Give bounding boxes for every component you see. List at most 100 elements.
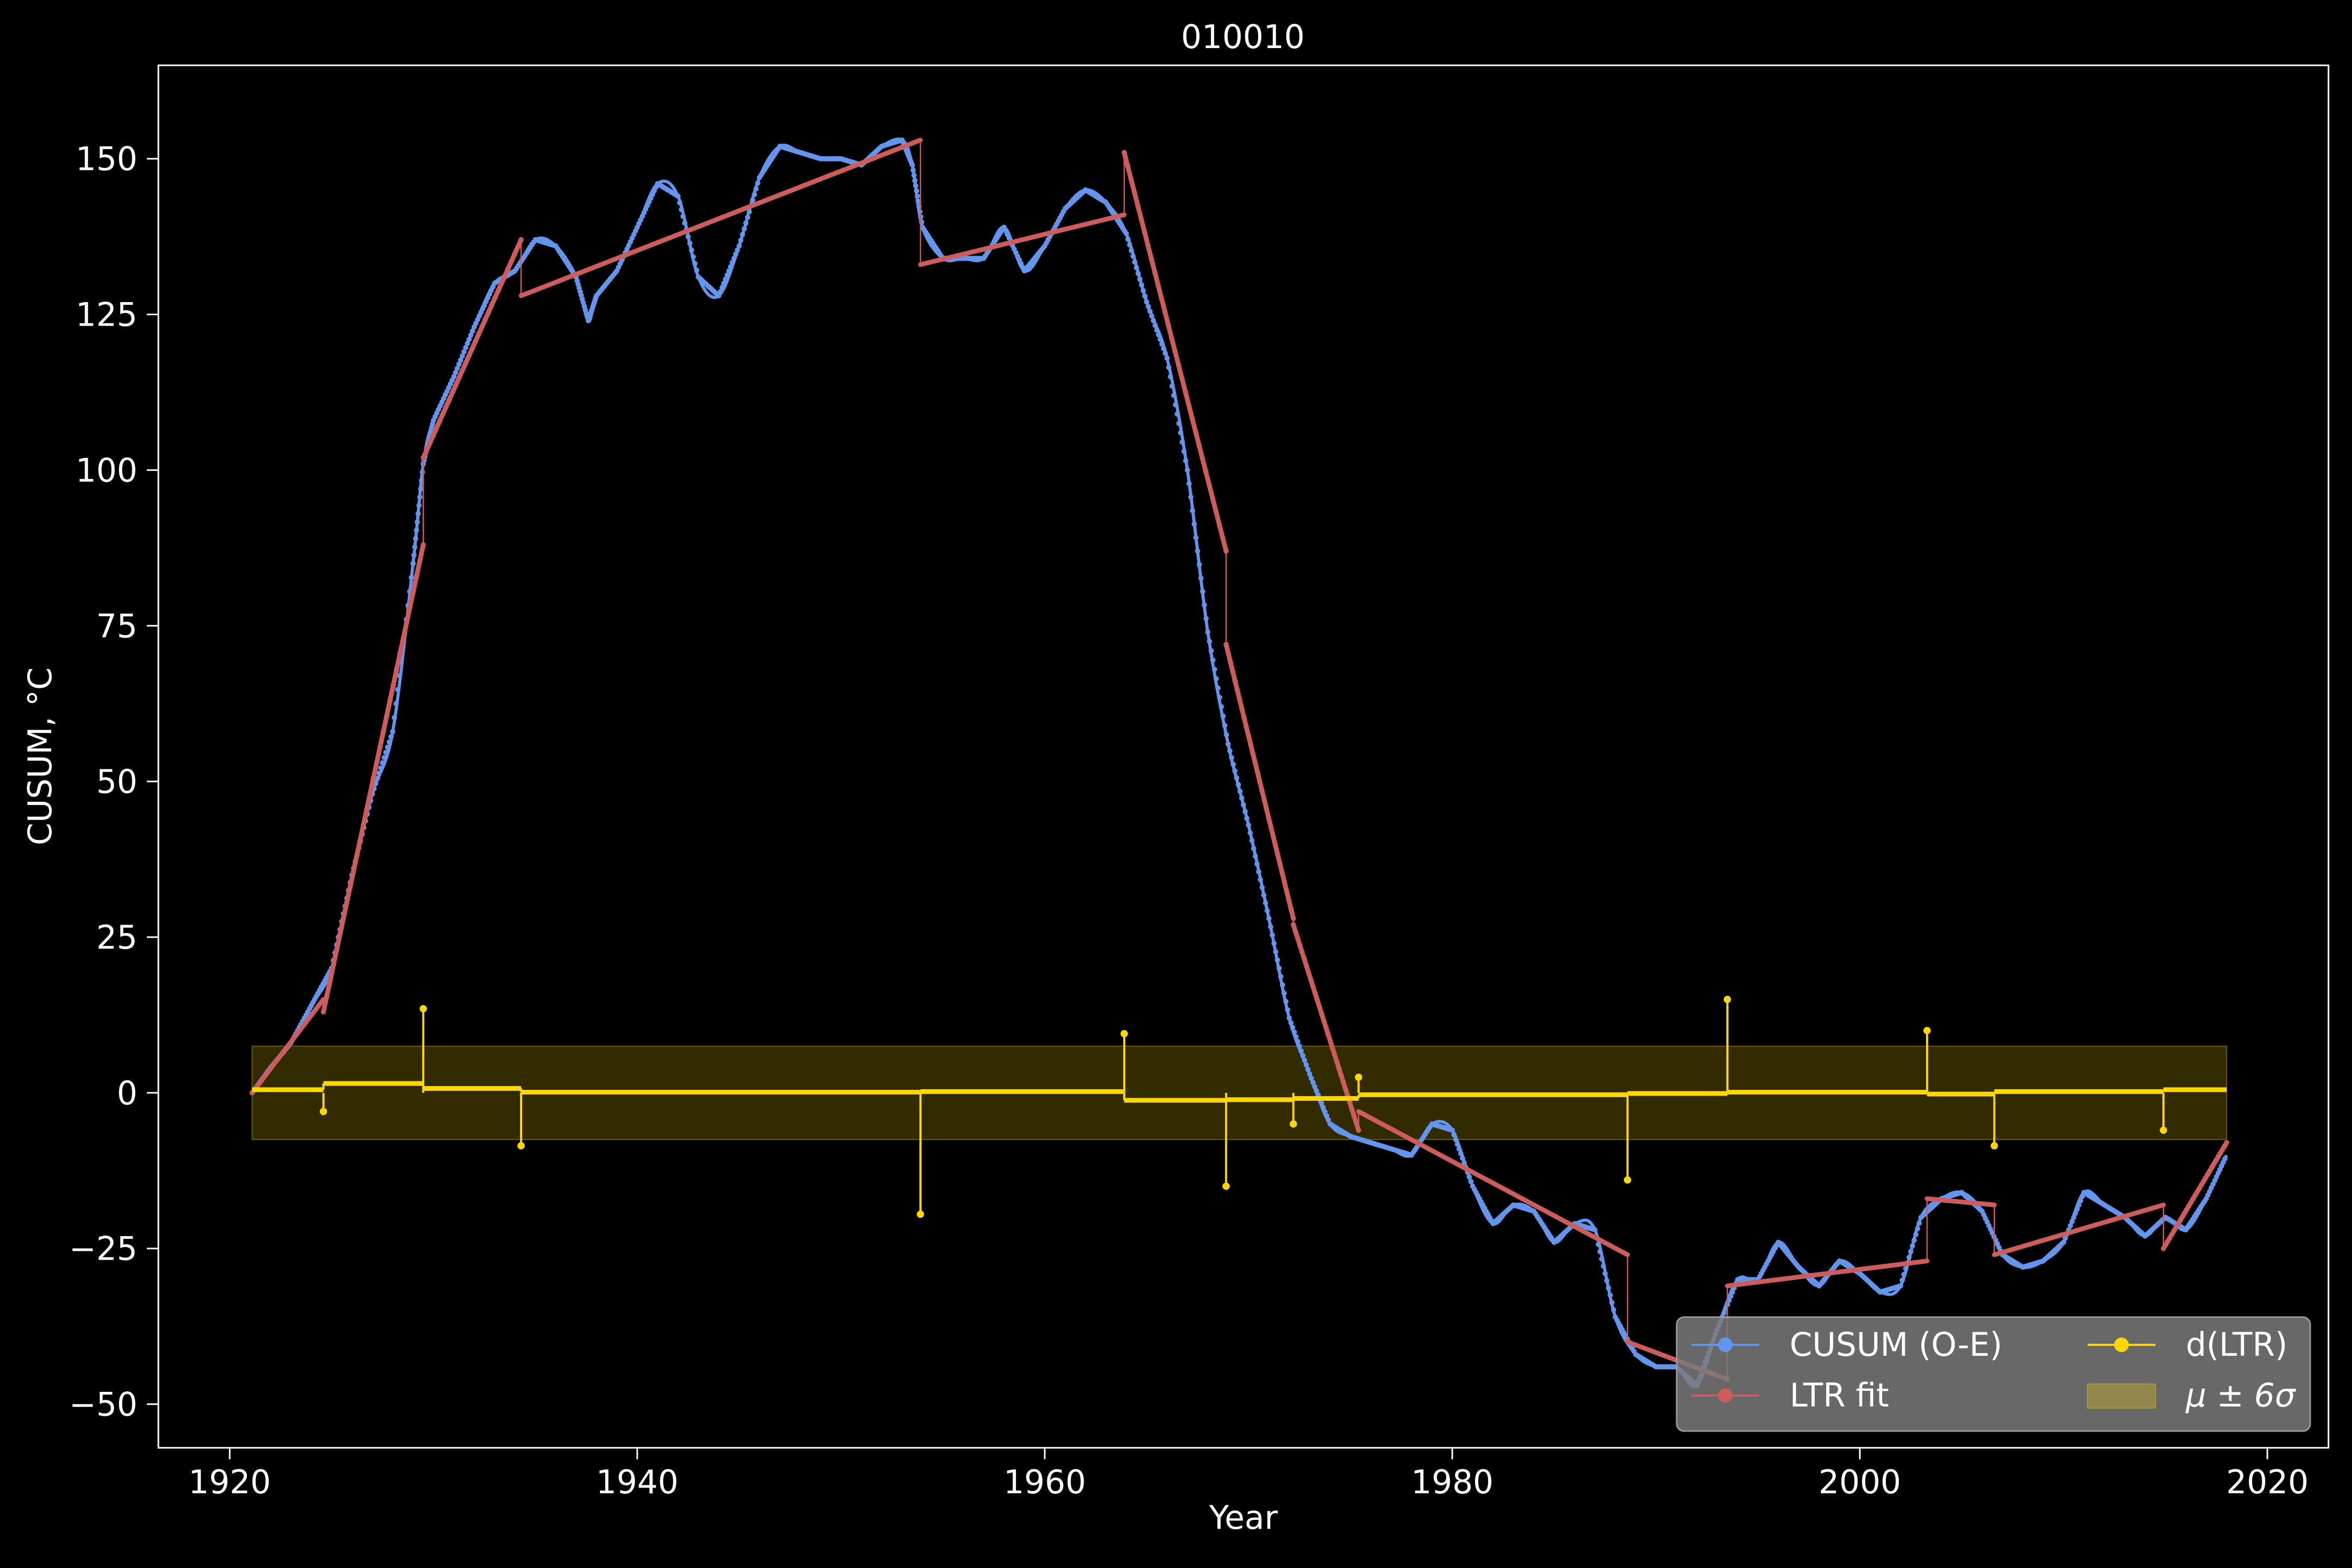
cusum-point <box>1273 949 1278 954</box>
d-ltr-spike-point <box>1355 1074 1363 1081</box>
cusum-point <box>461 349 467 355</box>
ltr-fit-point <box>1172 349 1178 355</box>
cusum-point <box>1308 1076 1314 1081</box>
ltr-fit-point <box>1268 824 1274 830</box>
d-ltr-spike-point <box>1723 996 1731 1004</box>
ltr-fit-point <box>1343 1086 1348 1092</box>
cusum-point <box>1730 1289 1735 1295</box>
ltr-fit-point <box>1254 769 1260 775</box>
ltr-fit-point <box>509 259 514 264</box>
y-tick-label: 125 <box>76 296 137 334</box>
cusum-point <box>741 226 747 232</box>
cusum-point <box>719 284 725 290</box>
ltr-fit-point <box>1252 760 1258 766</box>
ltr-fit-point <box>1264 806 1270 812</box>
cusum-point <box>687 240 693 246</box>
legend-entry-d-ltr: d(LTR) <box>2088 1325 2288 1364</box>
cusum-point <box>1205 629 1210 635</box>
cusum-point <box>388 734 394 740</box>
cusum-point <box>734 247 740 253</box>
ltr-fit-point <box>1182 389 1188 395</box>
cusum-point <box>721 281 727 286</box>
y-tick-label: −50 <box>69 1386 137 1424</box>
ltr-fit-point <box>1304 963 1309 969</box>
ltr-fit-point <box>1295 936 1300 941</box>
cusum-point <box>378 765 384 771</box>
cusum-point <box>1906 1254 1912 1260</box>
cusum-point <box>1242 809 1248 814</box>
cusum-point <box>678 207 684 213</box>
ltr-fit-point <box>2224 1140 2230 1146</box>
ltr-fit-point <box>420 455 426 460</box>
legend: CUSUM (O-E) LTR fit d(LTR) μ ± 6σ <box>1676 1316 2311 1432</box>
cusum-point <box>2061 1239 2067 1245</box>
ltr-fit-point <box>371 776 376 781</box>
y-tick-label: 150 <box>76 140 137 178</box>
cusum-point <box>1286 1015 1292 1021</box>
ltr-fit-segment <box>518 137 923 298</box>
cusum-point <box>1456 1146 1462 1152</box>
d-ltr-spike-point <box>2160 1126 2167 1134</box>
cusum-point <box>675 193 681 199</box>
cusum-point <box>718 289 723 294</box>
cusum-point <box>915 193 920 199</box>
cusum-point <box>1188 494 1194 500</box>
cusum-point <box>1173 402 1179 408</box>
cusum-point <box>1217 695 1223 700</box>
cusum-point <box>410 561 416 567</box>
cusum-point <box>690 254 696 260</box>
cusum-point <box>1607 1293 1613 1298</box>
cusum-point <box>1271 940 1277 946</box>
ltr-fit-segment <box>1924 1196 1997 1207</box>
ltr-fit-point <box>1306 970 1311 975</box>
cusum-point <box>682 220 688 226</box>
ltr-fit-point <box>505 266 511 272</box>
cusum-point <box>1602 1271 1608 1276</box>
ltr-fit-point <box>495 287 501 293</box>
cusum-point <box>390 729 396 734</box>
cusum-point <box>1183 458 1189 464</box>
cusum-point <box>1467 1174 1472 1180</box>
ltr-fit-point <box>1312 990 1318 996</box>
cusum-point <box>912 178 918 183</box>
cusum-point <box>458 357 464 363</box>
cusum-point <box>1150 318 1156 324</box>
ltr-fit-point <box>1237 696 1242 702</box>
ltr-fit-point <box>337 931 343 937</box>
ltr-fit-point <box>424 447 430 453</box>
ltr-fit-point <box>1206 482 1212 488</box>
ltr-fit-point <box>492 295 498 301</box>
cusum-point <box>1312 1083 1318 1089</box>
cusum-point <box>1256 869 1262 874</box>
ltr-fit-point <box>1310 984 1316 989</box>
cusum-point <box>1181 448 1187 454</box>
ltr-fit-point <box>1239 706 1244 711</box>
cusum-point <box>1214 676 1219 682</box>
ltr-fit-point <box>502 273 508 279</box>
plot-area <box>249 137 2230 1388</box>
y-tick-label: 0 <box>117 1074 137 1112</box>
ltr-fit-point <box>374 760 379 766</box>
cusum-point <box>375 776 381 781</box>
ltr-fit-point <box>351 869 356 874</box>
ltr-fit-point <box>1308 977 1313 983</box>
ltr-fit-point <box>1142 229 1147 235</box>
cusum-point <box>1283 999 1289 1005</box>
ltr-fit-point <box>1243 724 1249 730</box>
cusum-point <box>412 544 418 550</box>
x-tick-label: 1960 <box>1004 1463 1086 1501</box>
cusum-point <box>454 365 460 371</box>
cusum-point <box>391 715 397 721</box>
cusum-point <box>1198 575 1204 581</box>
legend-label-d-ltr: d(LTR) <box>2186 1325 2288 1364</box>
ltr-fit-point <box>1293 929 1298 935</box>
cusum-point <box>1232 768 1238 774</box>
y-tick-label: 100 <box>76 451 137 489</box>
cusum-point <box>1137 276 1143 282</box>
cusum-point <box>726 268 732 274</box>
ltr-fit-point <box>320 1009 326 1014</box>
y-axis-label: CUSUM, °C <box>21 667 59 846</box>
cusum-point <box>716 293 722 298</box>
cusum-point <box>753 186 759 192</box>
cusum-point <box>1899 1277 1905 1283</box>
